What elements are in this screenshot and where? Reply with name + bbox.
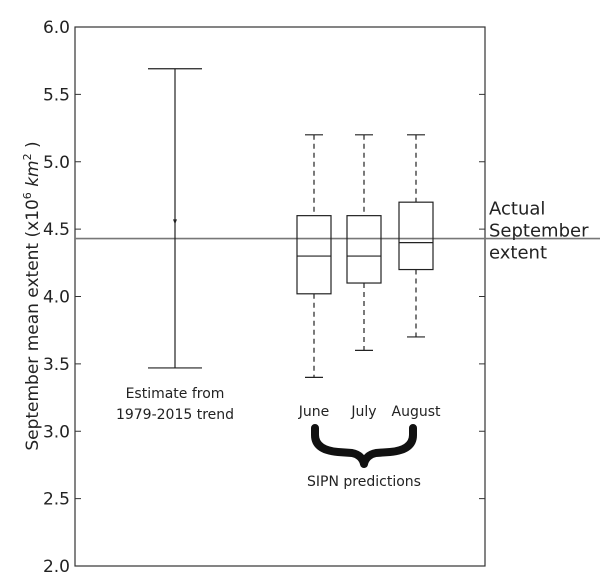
trend-estimate-center-marker (173, 219, 177, 225)
june-label: June (298, 404, 330, 420)
y-axis-title-exponent: 6 (21, 192, 34, 199)
actual-extent-label-line-2: September (489, 221, 589, 242)
august-box (398, 201, 434, 271)
august-label: August (392, 404, 442, 420)
y-axis: 2.0 2.5 3.0 3.5 4.0 4.5 5.0 5.5 6.0 (43, 18, 485, 577)
y-axis-title-prefix: September mean extent (x10 (23, 199, 43, 451)
y-axis-title-suffix: ) (23, 141, 43, 153)
box-plots: June July August (296, 134, 442, 420)
y-axis-title: September mean extent (x106 km2 ) (21, 141, 43, 450)
y-tick-label-5: 4.5 (43, 220, 70, 240)
june-box (296, 215, 332, 295)
y-tick-label-3: 3.5 (43, 355, 70, 375)
y-tick-label-0: 2.0 (43, 557, 70, 577)
y-axis-title-unit-exponent: 2 (21, 153, 34, 160)
y-tick-label-7: 5.5 (43, 85, 70, 105)
plot-frame (74, 26, 486, 567)
y-tick-label-4: 4.0 (43, 288, 70, 308)
y-tick-label-6: 5.0 (43, 153, 70, 173)
sipn-brace (311, 424, 417, 468)
y-tick-label-2: 3.0 (43, 422, 70, 442)
july-box (346, 215, 382, 284)
trend-estimate-group (148, 68, 202, 369)
actual-extent-label-line-3: extent (489, 243, 547, 264)
trend-estimate-label-line-2: 1979-2015 trend (116, 407, 234, 423)
y-tick-label-1: 2.5 (43, 490, 70, 510)
y-tick-label-8: 6.0 (43, 18, 70, 38)
july-label: July (350, 404, 376, 420)
actual-extent-label-line-1: Actual (489, 199, 545, 220)
y-axis-title-unit: km (23, 160, 43, 192)
trend-estimate-label-line-1: Estimate from (126, 386, 225, 402)
sipn-group-label: SIPN predictions (307, 474, 421, 490)
